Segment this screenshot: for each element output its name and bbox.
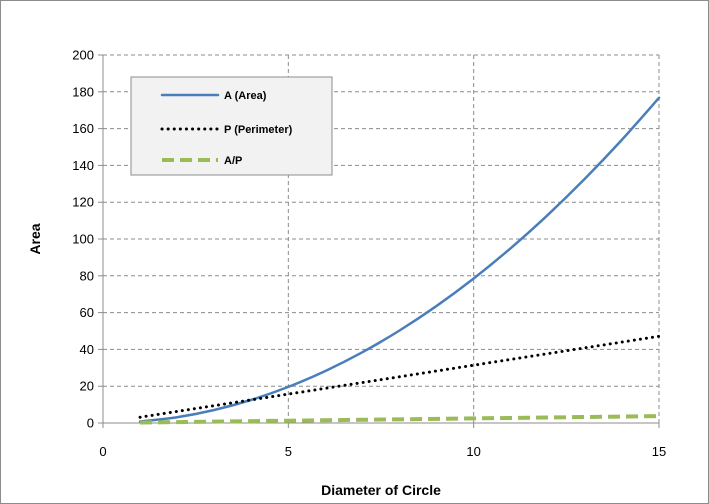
y-tick-label: 140	[72, 158, 94, 173]
x-axis-title: Diameter of Circle	[321, 482, 441, 498]
legend-label-2: P (Perimeter)	[224, 124, 293, 136]
x-tick-label: 0	[99, 444, 106, 459]
y-tick-label: 40	[80, 342, 94, 357]
series-line-1	[138, 96, 661, 423]
y-tick-label: 60	[80, 305, 94, 320]
legend: A (Area) P (Perimeter) A/P	[130, 76, 333, 176]
y-tick-label: 20	[80, 379, 94, 394]
x-tick-labels: 0 5 10 15	[99, 444, 666, 459]
y-tick-label: 100	[72, 232, 94, 247]
y-tick-label: 120	[72, 195, 94, 210]
x-tick-label: 15	[652, 444, 666, 459]
y-tick-label: 0	[87, 416, 94, 431]
y-tick-label: 180	[72, 84, 94, 99]
series-line-3	[140, 414, 660, 425]
x-tick-label: 10	[466, 444, 480, 459]
y-axis-title: Area	[27, 223, 43, 254]
legend-label-1: A (Area)	[224, 90, 267, 102]
y-tick-label: 80	[80, 268, 94, 283]
series-line-2	[138, 334, 661, 419]
legend-label-3: A/P	[224, 155, 242, 167]
y-tick-labels: 0 20 40 60 80 100 120 140 160 180 200	[72, 48, 94, 431]
x-tick-label: 5	[285, 444, 292, 459]
y-tick-label: 200	[72, 48, 94, 63]
series-layer	[138, 96, 661, 425]
y-tick-label: 160	[72, 121, 94, 136]
